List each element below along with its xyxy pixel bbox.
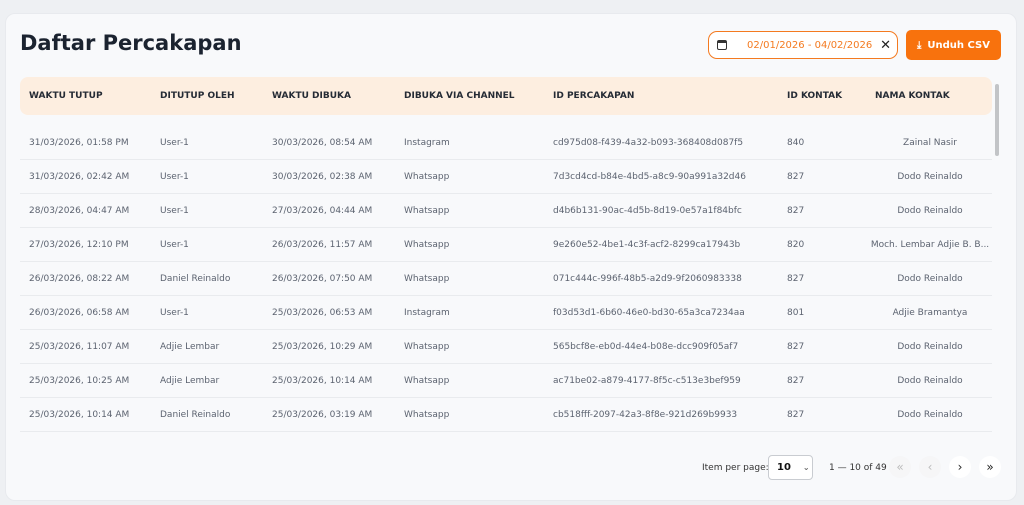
column-header: ID KONTAK bbox=[787, 91, 843, 101]
table-cell: ac71be02-a879-4177-8f5c-c513e3bef959 bbox=[553, 376, 741, 386]
download-icon: ⤓ bbox=[916, 39, 922, 51]
table-cell: 27/03/2026, 12:10 PM bbox=[29, 240, 129, 250]
download-csv-button[interactable]: ⤓ Unduh CSV bbox=[906, 30, 1001, 60]
table-cell: Instagram bbox=[404, 138, 450, 148]
table-cell: 25/03/2026, 03:19 AM bbox=[272, 410, 373, 420]
table-cell: 827 bbox=[787, 342, 805, 352]
table-cell: Dodo Reinaldo bbox=[897, 172, 963, 182]
calendar-icon bbox=[717, 40, 727, 50]
table-cell: 071c444c-996f-48b5-a2d9-9f2060983338 bbox=[553, 274, 742, 284]
last-page-button[interactable]: » bbox=[979, 456, 1001, 478]
table-cell: 28/03/2026, 04:47 AM bbox=[29, 206, 130, 216]
prev-page-button[interactable]: ‹ bbox=[919, 456, 941, 478]
table-cell: Dodo Reinaldo bbox=[897, 206, 963, 216]
column-header: WAKTU DIBUKA bbox=[272, 91, 351, 101]
table-cell: User-1 bbox=[160, 308, 189, 318]
table-row[interactable]: 28/03/2026, 04:47 AM User-1 27/03/2026, 04… bbox=[20, 194, 992, 228]
table-cell: 565bcf8e-eb0d-44e4-b08e-dcc909f05af7 bbox=[553, 342, 739, 352]
table-cell: 25/03/2026, 10:14 AM bbox=[272, 376, 373, 386]
table-row[interactable]: 26/03/2026, 06:58 AM User-1 25/03/2026, 06… bbox=[20, 296, 992, 330]
table-cell: Whatsapp bbox=[404, 206, 450, 216]
chevron-down-icon: ⌄ bbox=[802, 463, 810, 472]
table-header: WAKTU TUTUP DITUTUP OLEH WAKTU DIBUKA DIBUK… bbox=[20, 77, 992, 115]
table-cell: Daniel Reinaldo bbox=[160, 274, 231, 284]
table-cell: 25/03/2026, 11:07 AM bbox=[29, 342, 130, 352]
table-cell: d4b6b131-90ac-4d5b-8d19-0e57a1f84bfc bbox=[553, 206, 742, 216]
table-cell: 820 bbox=[787, 240, 805, 250]
page-title: Daftar Percakapan bbox=[20, 31, 242, 55]
next-page-button[interactable]: › bbox=[949, 456, 971, 478]
clear-date-icon[interactable]: ✕ bbox=[880, 37, 891, 53]
table-cell: User-1 bbox=[160, 240, 189, 250]
table-cell: 827 bbox=[787, 410, 805, 420]
pagination-range: 1 — 10 of 49 bbox=[829, 463, 887, 473]
table-cell: 827 bbox=[787, 206, 805, 216]
table-cell: 31/03/2026, 01:58 PM bbox=[29, 138, 129, 148]
table-cell: 827 bbox=[787, 274, 805, 284]
table-cell: Adjie Lembar bbox=[160, 342, 220, 352]
table-cell: 26/03/2026, 07:50 AM bbox=[272, 274, 373, 284]
table-cell: User-1 bbox=[160, 206, 189, 216]
scrollbar[interactable] bbox=[995, 84, 999, 156]
table-cell: 25/03/2026, 10:29 AM bbox=[272, 342, 373, 352]
table-cell: Whatsapp bbox=[404, 376, 450, 386]
table-cell: 7d3cd4cd-b84e-4bd5-a8c9-90a991a32d46 bbox=[553, 172, 746, 182]
table-cell: Whatsapp bbox=[404, 274, 450, 284]
table-cell: Zainal Nasir bbox=[903, 138, 957, 148]
table-row[interactable]: 31/03/2026, 02:42 AM User-1 30/03/2026, 02… bbox=[20, 160, 992, 194]
table-cell: cd975d08-f439-4a32-b093-368408d087f5 bbox=[553, 138, 744, 148]
table-row[interactable]: 31/03/2026, 01:58 PM User-1 30/03/2026, 08… bbox=[20, 126, 992, 160]
download-csv-label: Unduh CSV bbox=[927, 39, 990, 51]
table-cell: 827 bbox=[787, 376, 805, 386]
table-cell: Adjie Bramantya bbox=[892, 308, 968, 318]
table-cell: cb518fff-2097-42a3-8f8e-921d269b9933 bbox=[553, 410, 738, 420]
column-header: NAMA KONTAK bbox=[875, 91, 950, 101]
table-row[interactable]: 26/03/2026, 08:22 AM Daniel Reinaldo 26/03… bbox=[20, 262, 992, 296]
table-cell: 26/03/2026, 11:57 AM bbox=[272, 240, 373, 250]
table-cell: Dodo Reinaldo bbox=[897, 274, 963, 284]
table-cell: 25/03/2026, 10:14 AM bbox=[29, 410, 130, 420]
column-header: DITUTUP OLEH bbox=[160, 91, 235, 101]
table-cell: 26/03/2026, 06:58 AM bbox=[29, 308, 130, 318]
table-cell: 25/03/2026, 06:53 AM bbox=[272, 308, 373, 318]
table-row[interactable]: 25/03/2026, 11:07 AM Adjie Lembar 25/03/20… bbox=[20, 330, 992, 364]
table-cell: f03d53d1-6b60-46e0-bd30-65a3ca7234aa bbox=[553, 308, 745, 318]
date-range-picker[interactable]: 02/01/2026 - 04/02/2026 ✕ bbox=[708, 31, 898, 59]
column-header: ID PERCAKAPAN bbox=[553, 91, 635, 101]
table-cell: 30/03/2026, 02:38 AM bbox=[272, 172, 373, 182]
table-cell: Moch. Lembar Adjie B. B... bbox=[870, 240, 990, 250]
table-cell: User-1 bbox=[160, 172, 189, 182]
table-cell: 801 bbox=[787, 308, 805, 318]
first-page-button[interactable]: « bbox=[889, 456, 911, 478]
table-cell: 27/03/2026, 04:44 AM bbox=[272, 206, 373, 216]
table-cell: Whatsapp bbox=[404, 410, 450, 420]
table-cell: 840 bbox=[787, 138, 805, 148]
column-header: WAKTU TUTUP bbox=[29, 91, 103, 101]
table-cell: Dodo Reinaldo bbox=[897, 376, 963, 386]
table-cell: 26/03/2026, 08:22 AM bbox=[29, 274, 130, 284]
table-cell: 30/03/2026, 08:54 AM bbox=[272, 138, 373, 148]
table-cell: Instagram bbox=[404, 308, 450, 318]
table-cell: Whatsapp bbox=[404, 240, 450, 250]
items-per-page-select[interactable]: 10 ⌄ bbox=[768, 455, 813, 480]
table-cell: Adjie Lembar bbox=[160, 376, 220, 386]
table-cell: User-1 bbox=[160, 138, 189, 148]
table-cell: Whatsapp bbox=[404, 172, 450, 182]
table-cell: 827 bbox=[787, 172, 805, 182]
table-cell: 31/03/2026, 02:42 AM bbox=[29, 172, 130, 182]
table-cell: Whatsapp bbox=[404, 342, 450, 352]
table-cell: Dodo Reinaldo bbox=[897, 410, 963, 420]
date-range-value: 02/01/2026 - 04/02/2026 bbox=[747, 39, 873, 51]
table-cell: 25/03/2026, 10:25 AM bbox=[29, 376, 130, 386]
table-row[interactable]: 25/03/2026, 10:14 AM Daniel Reinaldo 25/03… bbox=[20, 398, 992, 432]
table-row[interactable]: 25/03/2026, 10:25 AM Adjie Lembar 25/03/20… bbox=[20, 364, 992, 398]
table-cell: Dodo Reinaldo bbox=[897, 342, 963, 352]
table-cell: Daniel Reinaldo bbox=[160, 410, 231, 420]
table-row[interactable]: 27/03/2026, 12:10 PM User-1 26/03/2026, 11… bbox=[20, 228, 992, 262]
column-header: DIBUKA VIA CHANNEL bbox=[404, 91, 515, 101]
items-per-page-label: Item per page: bbox=[702, 463, 769, 473]
items-per-page-value: 10 bbox=[777, 462, 791, 473]
table-cell: 9e260e52-4be1-4c3f-acf2-8299ca17943b bbox=[553, 240, 741, 250]
